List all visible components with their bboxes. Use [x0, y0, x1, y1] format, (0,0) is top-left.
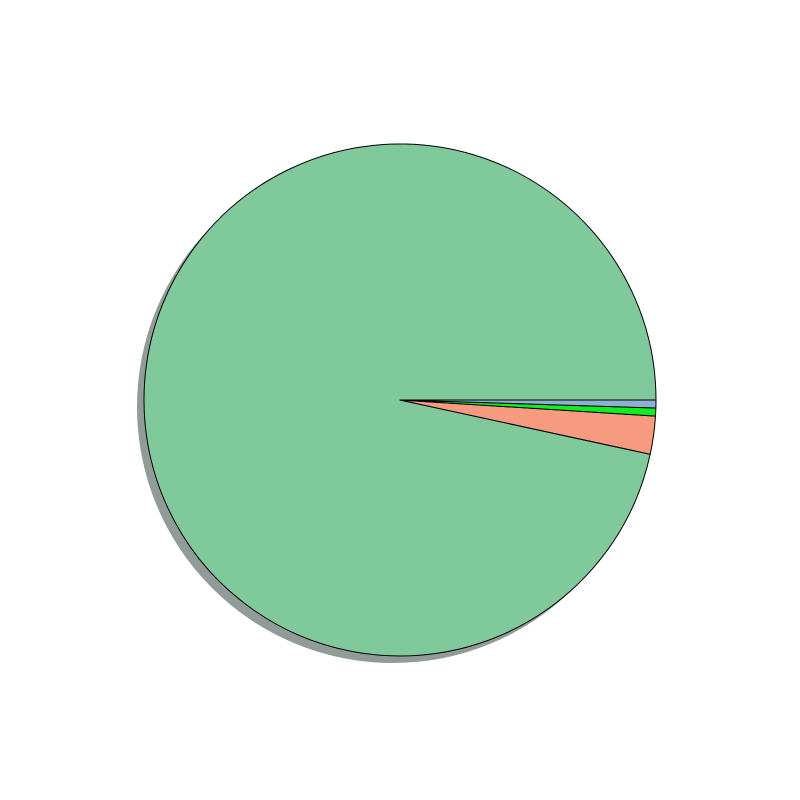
pie-slice-3: [399, 399, 657, 409]
pie-slices: [143, 143, 657, 657]
